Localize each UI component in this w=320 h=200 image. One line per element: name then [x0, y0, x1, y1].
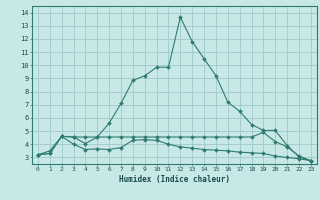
- X-axis label: Humidex (Indice chaleur): Humidex (Indice chaleur): [119, 175, 230, 184]
